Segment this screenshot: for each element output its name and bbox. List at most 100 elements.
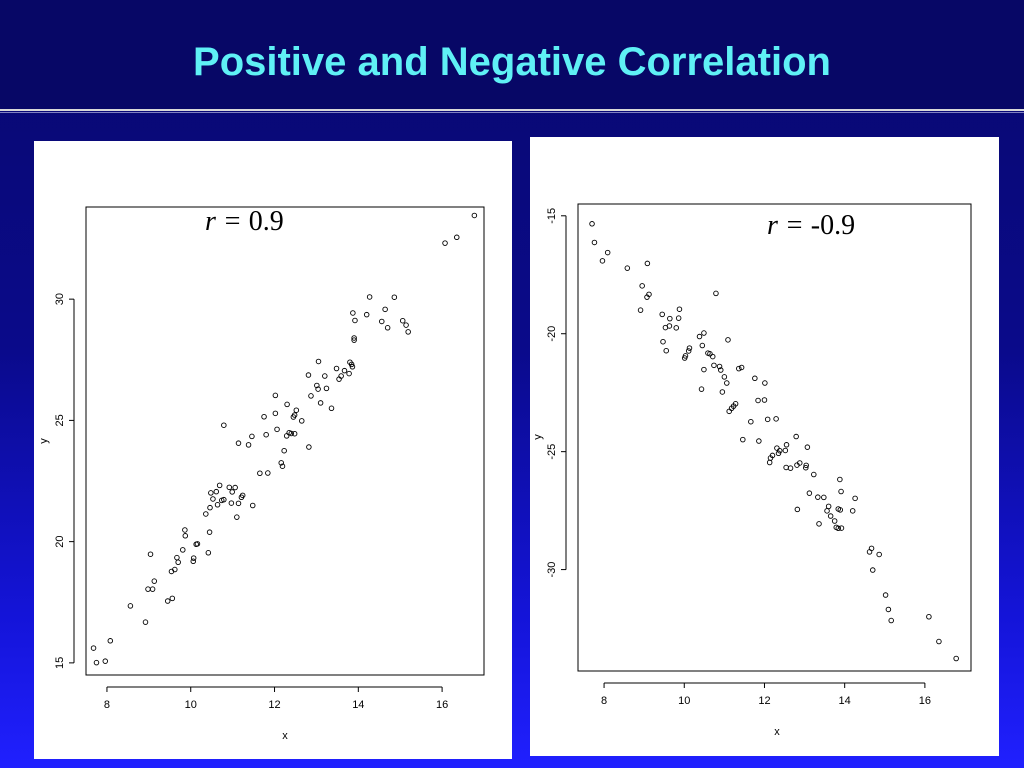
data-point xyxy=(766,459,773,466)
data-point xyxy=(306,444,312,450)
data-point xyxy=(346,370,352,377)
data-point xyxy=(257,470,263,477)
plot-frame xyxy=(85,206,485,676)
data-point xyxy=(328,405,335,412)
y-tick-label: 15 xyxy=(54,657,66,669)
data-point xyxy=(686,345,693,351)
title-divider-shadow xyxy=(0,112,1024,113)
data-point xyxy=(838,525,845,531)
data-point xyxy=(234,514,240,520)
data-point xyxy=(263,431,269,438)
data-point xyxy=(274,426,280,433)
data-point xyxy=(725,337,731,343)
data-point xyxy=(849,508,856,514)
x-tick-label: 8 xyxy=(104,699,110,711)
data-point xyxy=(837,507,844,513)
data-point xyxy=(235,440,242,446)
data-point xyxy=(637,307,644,313)
data-point xyxy=(589,221,595,227)
data-point xyxy=(102,658,109,664)
data-point xyxy=(797,460,803,466)
y-tick-label: 30 xyxy=(54,293,66,305)
data-point xyxy=(783,464,789,471)
data-point xyxy=(599,258,606,264)
data-point xyxy=(701,366,707,373)
data-point xyxy=(953,655,959,662)
y-tick-label: 25 xyxy=(54,414,66,426)
data-point xyxy=(721,374,728,380)
data-point xyxy=(249,502,256,509)
data-point xyxy=(279,463,286,469)
data-point xyxy=(182,527,188,533)
data-point xyxy=(322,373,328,379)
data-point xyxy=(315,386,321,392)
data-point xyxy=(888,617,894,624)
data-point xyxy=(207,504,213,511)
data-point xyxy=(675,315,682,321)
data-point xyxy=(174,554,180,561)
data-point xyxy=(272,410,279,417)
data-point xyxy=(265,470,271,476)
title-bar xyxy=(0,0,1024,110)
data-point xyxy=(182,533,189,539)
data-point xyxy=(90,645,97,651)
data-point xyxy=(405,329,411,335)
positive-correlation-panel: 8 10 12 14 16 15 20 25 30 x y r = 0.9 xyxy=(34,141,512,759)
data-point xyxy=(206,529,213,535)
data-point xyxy=(323,385,330,392)
x-tick-label: 14 xyxy=(352,699,364,711)
data-point xyxy=(775,450,782,457)
data-point xyxy=(172,566,178,573)
data-point xyxy=(794,506,801,513)
data-point xyxy=(169,595,176,602)
data-point xyxy=(151,578,158,584)
data-point xyxy=(736,365,742,372)
data-point xyxy=(213,488,220,495)
data-point xyxy=(338,373,344,379)
y-axis-label: y xyxy=(532,434,544,440)
data-point xyxy=(719,389,726,395)
data-point xyxy=(180,547,186,553)
x-axis-label: x xyxy=(774,726,780,738)
data-point xyxy=(382,306,388,313)
data-point xyxy=(261,414,267,420)
data-point xyxy=(660,338,666,345)
data-point xyxy=(147,551,154,557)
annotation-value: -0.9 xyxy=(811,210,855,241)
data-point xyxy=(194,541,201,547)
data-point xyxy=(667,315,673,322)
data-point xyxy=(882,592,889,598)
correlation-annotation: r = -0.9 xyxy=(767,210,855,241)
data-point xyxy=(885,606,892,613)
data-point xyxy=(228,500,235,506)
data-point xyxy=(748,418,754,425)
data-point xyxy=(216,482,223,489)
data-point xyxy=(291,412,298,418)
data-point xyxy=(190,555,197,561)
data-point xyxy=(471,212,478,219)
data-point xyxy=(341,367,348,374)
data-points xyxy=(90,212,478,666)
data-point xyxy=(190,558,197,565)
data-point xyxy=(698,386,705,392)
x-tick-label: 8 xyxy=(601,695,607,707)
x-tick-label: 12 xyxy=(268,699,280,711)
data-point xyxy=(821,494,827,501)
y-tick-label: -15 xyxy=(546,208,558,224)
data-point xyxy=(291,430,298,437)
data-point xyxy=(127,603,134,609)
data-point xyxy=(711,362,717,369)
data-point xyxy=(793,433,799,440)
data-point xyxy=(762,380,768,386)
data-point xyxy=(816,521,822,527)
data-point xyxy=(349,364,356,370)
data-point xyxy=(284,401,290,408)
data-point xyxy=(682,353,689,359)
data-point xyxy=(379,318,385,325)
data-point xyxy=(827,513,834,519)
data-point xyxy=(752,375,758,382)
data-point xyxy=(442,240,448,246)
data-point xyxy=(764,416,771,423)
data-point xyxy=(787,465,794,471)
data-point xyxy=(756,438,762,444)
